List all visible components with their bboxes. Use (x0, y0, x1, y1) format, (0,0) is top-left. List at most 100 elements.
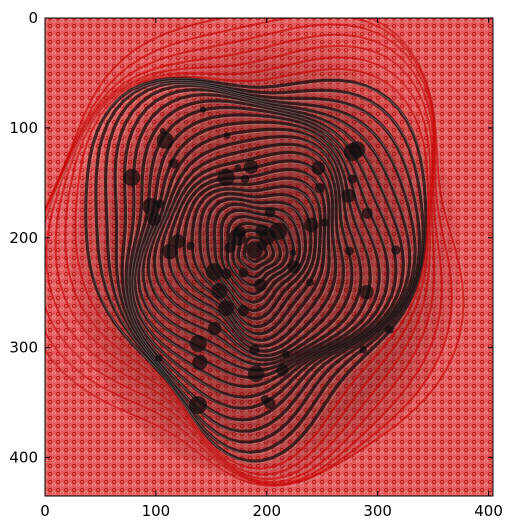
dark-patch (123, 169, 141, 186)
dark-patch (269, 222, 288, 240)
ridge-line (198, 192, 313, 321)
ridge-highlight (185, 179, 323, 337)
dark-ridge-patches (123, 106, 401, 415)
ridge-highlight (97, 81, 426, 455)
x-tick-label: 0 (40, 502, 50, 520)
ridge-highlight (45, 18, 466, 489)
dark-patch (186, 241, 195, 251)
ridge-highlight (222, 211, 297, 297)
dark-patch (240, 174, 250, 184)
dark-patch (311, 161, 326, 175)
dark-patch (228, 228, 246, 246)
ridge-line (146, 134, 354, 362)
ridge-highlight (156, 145, 346, 359)
ridge-highlight (123, 91, 413, 423)
dark-patch (264, 207, 276, 218)
dark-patch (247, 365, 265, 383)
ridge-line (45, 33, 435, 484)
dark-patch (155, 354, 163, 362)
ridge-line (212, 202, 302, 304)
dark-patch (218, 300, 234, 317)
ridge-line (45, 18, 465, 488)
dark-patch (237, 305, 249, 317)
y-tick-label: 300 (9, 339, 38, 357)
dark-patch (192, 354, 208, 370)
ridge-line (136, 120, 372, 372)
dark-patch (385, 325, 394, 334)
x-tick-label: 300 (363, 502, 392, 520)
ridge-highlight (201, 195, 314, 322)
ridge-line (64, 56, 432, 476)
dark-patch (223, 132, 231, 139)
ridge-line (159, 150, 338, 353)
ridge-highlight (87, 79, 429, 464)
x-axis: 0 100 200 300 400 (40, 18, 503, 520)
y-axis: 0 100 200 300 400 (9, 9, 493, 467)
dark-patch (304, 217, 319, 233)
ridge-highlight (127, 96, 406, 411)
y-tick-label: 0 (28, 9, 38, 27)
ridge-line (74, 68, 430, 470)
ridge-highlight (66, 58, 433, 478)
dark-patch (234, 164, 242, 171)
ridge-line (45, 23, 443, 486)
dark-patch (208, 321, 222, 336)
dark-patch (246, 241, 263, 259)
ridge-line (141, 127, 363, 367)
dark-patch (359, 346, 368, 354)
ridge-highlight (208, 200, 308, 314)
dark-patch (361, 207, 373, 219)
ridge-line (45, 18, 453, 487)
dark-patch (343, 142, 362, 161)
dark-patch (156, 131, 174, 149)
dark-patch (260, 395, 270, 404)
ridge-highlight (77, 70, 431, 472)
ridge-highlight (193, 188, 319, 330)
ridge-highlight (45, 25, 445, 487)
x-tick-label: 100 (142, 502, 171, 520)
dark-patch (155, 199, 165, 209)
ridge-highlight (107, 83, 422, 445)
ridge-line (113, 83, 417, 433)
ridge-line (182, 176, 323, 336)
ridge-line (152, 142, 346, 358)
dark-patch (282, 350, 290, 359)
dark-patch (306, 278, 314, 287)
x-tick-label: 200 (252, 502, 281, 520)
dark-patch (243, 159, 258, 174)
ridge-line (124, 93, 406, 411)
dark-patch (220, 268, 232, 280)
ridge-line (54, 44, 434, 480)
ridge-line (94, 78, 425, 455)
ridge-highlight (177, 171, 328, 343)
ridge-line (219, 208, 296, 296)
y-tick-label: 200 (9, 229, 38, 247)
dark-patch (147, 212, 161, 226)
ridge-line (205, 197, 308, 313)
dark-patch (391, 245, 401, 255)
axes-frame (44, 17, 494, 497)
dark-patch (189, 335, 207, 353)
ridge-line (84, 76, 428, 463)
dark-patch (224, 242, 236, 253)
ridge-line (190, 185, 318, 329)
dark-patch (189, 396, 207, 415)
ridge-highlight (216, 205, 303, 305)
dark-patch (359, 285, 374, 300)
dark-patch (276, 364, 289, 377)
ridge-line (103, 80, 422, 444)
ridge-highlight (56, 47, 435, 482)
fingerprint-image (45, 18, 493, 496)
dark-patch (205, 263, 223, 281)
dark-patch (314, 183, 325, 194)
x-tick-label: 400 (474, 502, 503, 520)
dark-patch (320, 218, 329, 227)
ridge-line (127, 99, 398, 399)
y-tick-label: 100 (9, 119, 38, 137)
dark-patch (171, 234, 186, 249)
dark-patch (345, 246, 354, 256)
dark-patch (199, 106, 207, 113)
dark-patch (254, 278, 267, 292)
dark-patch (142, 198, 159, 215)
